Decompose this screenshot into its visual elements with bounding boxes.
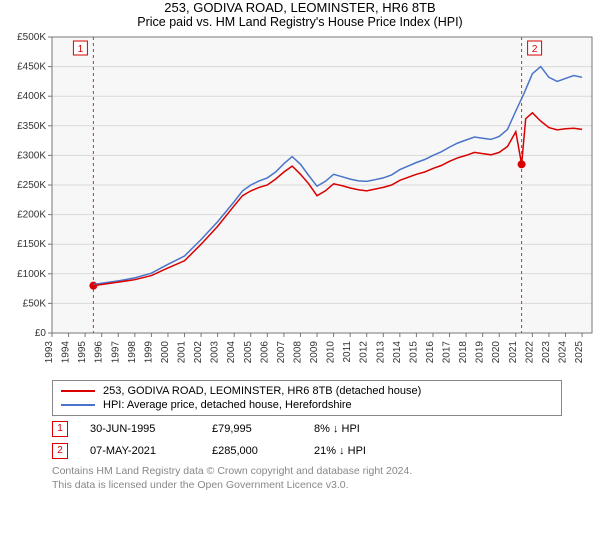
event-row: 1 30-JUN-1995 £79,995 8% ↓ HPI [52,418,562,440]
svg-text:2020: 2020 [491,341,502,364]
svg-text:2009: 2009 [309,341,320,364]
legend-label: 253, GODIVA ROAD, LEOMINSTER, HR6 8TB (d… [103,385,421,397]
svg-text:£400K: £400K [17,91,46,102]
legend-item: HPI: Average price, detached house, Here… [61,398,553,412]
svg-text:1999: 1999 [143,341,154,364]
event-date: 07-MAY-2021 [90,445,190,457]
svg-text:1993: 1993 [44,341,55,364]
footer-line: Contains HM Land Registry data © Crown c… [52,464,562,478]
event-marker: 2 [52,443,68,459]
svg-text:2013: 2013 [375,341,386,364]
svg-text:2003: 2003 [210,341,221,364]
svg-text:2001: 2001 [177,341,188,364]
svg-text:2002: 2002 [193,341,204,364]
svg-text:2015: 2015 [408,341,419,364]
svg-text:1996: 1996 [94,341,105,364]
svg-text:2004: 2004 [226,341,237,364]
svg-text:1: 1 [78,44,84,55]
legend-item: 253, GODIVA ROAD, LEOMINSTER, HR6 8TB (d… [61,384,553,398]
event-row: 2 07-MAY-2021 £285,000 21% ↓ HPI [52,440,562,462]
svg-text:2: 2 [532,44,538,55]
svg-text:2025: 2025 [574,341,585,364]
svg-text:2008: 2008 [292,341,303,364]
chart-plot: £0 £50K £100K £150K £200K £250K £300K £350K £400… [0,33,600,376]
svg-text:2005: 2005 [243,341,254,364]
legend: 253, GODIVA ROAD, LEOMINSTER, HR6 8TB (d… [52,380,562,416]
svg-text:2017: 2017 [442,341,453,364]
svg-text:2021: 2021 [508,341,519,364]
svg-text:1997: 1997 [110,341,121,364]
event-price: £79,995 [212,423,292,435]
svg-text:2006: 2006 [259,341,270,364]
svg-text:£500K: £500K [17,33,46,43]
svg-text:1995: 1995 [77,341,88,364]
svg-text:2010: 2010 [326,341,337,364]
svg-text:£250K: £250K [17,180,46,191]
svg-text:2022: 2022 [524,341,535,364]
svg-text:£100K: £100K [17,269,46,280]
svg-text:£450K: £450K [17,62,46,73]
legend-swatch [61,404,95,406]
svg-text:2016: 2016 [425,341,436,364]
svg-text:2011: 2011 [342,341,353,363]
chart-subtitle: Price paid vs. HM Land Registry's House … [0,15,600,29]
svg-text:£200K: £200K [17,210,46,221]
footer-attribution: Contains HM Land Registry data © Crown c… [52,464,562,492]
svg-text:£350K: £350K [17,121,46,132]
svg-text:1998: 1998 [127,341,138,364]
svg-text:1994: 1994 [61,341,72,364]
line-chart-svg: £0 £50K £100K £150K £200K £250K £300K £350K £400… [0,33,600,371]
event-diff: 8% ↓ HPI [314,423,404,435]
event-date: 30-JUN-1995 [90,423,190,435]
svg-text:2018: 2018 [458,341,469,364]
event-list: 1 30-JUN-1995 £79,995 8% ↓ HPI 2 07-MAY-2021 £… [52,418,562,462]
chart-container: 253, GODIVA ROAD, LEOMINSTER, HR6 8TB Pr… [0,0,600,560]
chart-title: 253, GODIVA ROAD, LEOMINSTER, HR6 8TB [0,0,600,15]
event-marker: 1 [52,421,68,437]
svg-text:£50K: £50K [23,298,47,309]
footer-line: This data is licensed under the Open Gov… [52,478,562,492]
svg-text:2024: 2024 [557,341,568,364]
legend-label: HPI: Average price, detached house, Here… [103,399,352,411]
svg-text:£300K: £300K [17,150,46,161]
svg-text:2014: 2014 [392,341,403,364]
svg-text:£0: £0 [35,328,47,339]
svg-text:2012: 2012 [359,341,370,364]
svg-text:2000: 2000 [160,341,171,364]
svg-text:2019: 2019 [475,341,486,364]
svg-text:2007: 2007 [276,341,287,364]
svg-text:2023: 2023 [541,341,552,364]
event-diff: 21% ↓ HPI [314,445,404,457]
legend-swatch [61,390,95,392]
event-price: £285,000 [212,445,292,457]
svg-text:£150K: £150K [17,239,46,250]
